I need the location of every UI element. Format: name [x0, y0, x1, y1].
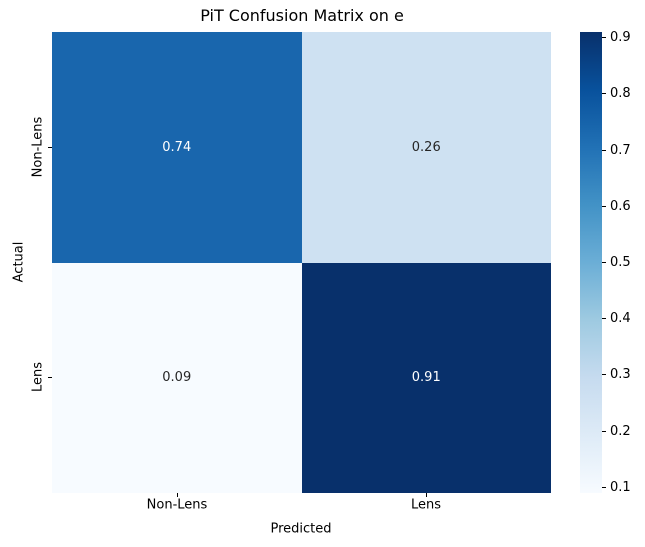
colorbar-tick-label: 0.7 [610, 142, 631, 158]
colorbar-tick-mark [602, 262, 606, 263]
colorbar-tick-mark [602, 374, 606, 376]
colorbar-tick-mark [602, 486, 606, 488]
x-tick-label-nonlens: Non-Lens [146, 497, 208, 513]
heatmap-cell-actual-lens-pred-nonlens: 0.09 [52, 262, 302, 493]
heatmap-cell-actual-lens-pred-lens: 0.91 [301, 262, 551, 493]
colorbar-tick-label: 0.4 [610, 311, 631, 327]
heatmap: 0.74 0.26 0.09 0.91 [52, 32, 551, 493]
colorbar-tick-label: 0.2 [610, 423, 631, 439]
colorbar-tick-label: 0.9 [610, 30, 631, 46]
y-tick-label-nonlens: Non-Lens [30, 116, 46, 178]
colorbar-tick-label: 0.6 [610, 198, 631, 214]
cell-value: 0.74 [162, 139, 192, 155]
heatmap-cell-actual-nonlens-pred-lens: 0.26 [301, 32, 551, 263]
chart-title: PiT Confusion Matrix on e [200, 6, 404, 25]
colorbar-tick-mark [602, 318, 606, 320]
cell-value: 0.09 [162, 370, 192, 386]
colorbar: 0.9 0.8 0.7 0.6 0.5 0.4 0.3 0.2 0.1 [580, 30, 631, 495]
y-tick-label-lens: Lens [30, 361, 46, 393]
cell-value: 0.26 [411, 139, 441, 155]
colorbar-tick-mark [602, 430, 606, 432]
y-tick-mark-lens [48, 377, 52, 378]
x-tick-label-lens: Lens [410, 497, 442, 513]
colorbar-tick-mark [602, 37, 606, 39]
x-tick-mark-lens [426, 493, 427, 497]
colorbar-tick-label: 0.8 [610, 86, 631, 102]
x-axis-label: Predicted [270, 521, 332, 537]
y-axis-label: Actual [11, 241, 27, 283]
colorbar-tick-mark [602, 149, 606, 151]
colorbar-tick-mark [602, 205, 606, 207]
colorbar-tick-label: 0.5 [610, 255, 631, 270]
heatmap-cell-actual-nonlens-pred-nonlens: 0.74 [52, 32, 302, 263]
colorbar-gradient [580, 32, 602, 493]
colorbar-tick-label: 0.1 [610, 479, 631, 495]
colorbar-tick-label: 0.3 [610, 367, 631, 383]
x-tick-mark-nonlens [177, 493, 178, 497]
y-tick-mark-nonlens [48, 147, 52, 148]
cell-value: 0.91 [411, 370, 441, 386]
colorbar-tick-mark [602, 93, 606, 95]
